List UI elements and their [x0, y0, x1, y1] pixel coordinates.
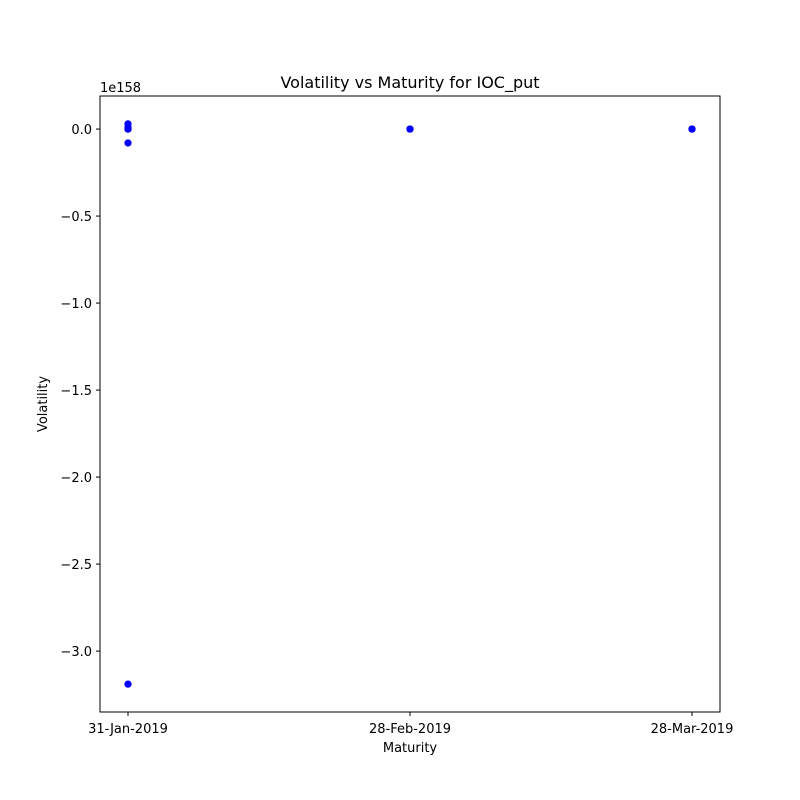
y-axis-label: Volatility [36, 376, 51, 432]
data-point [406, 125, 414, 133]
y-axis-offset-label: 1e158 [100, 81, 141, 96]
data-point [124, 139, 132, 147]
data-point [688, 125, 696, 133]
y-tick-label: −2.0 [60, 471, 92, 486]
x-axis: 31-Jan-2019 28-Feb-2019 28-Mar-2019 [88, 712, 733, 737]
y-tick-label: −1.0 [60, 297, 92, 312]
y-tick-label: −1.5 [60, 384, 92, 399]
data-point [124, 680, 132, 688]
x-tick-label: 28-Feb-2019 [369, 722, 451, 737]
y-tick-label: −2.5 [60, 558, 92, 573]
data-points [124, 120, 696, 688]
y-tick-label: −3.0 [60, 645, 92, 660]
data-point [124, 125, 132, 133]
x-tick-label: 31-Jan-2019 [88, 722, 168, 737]
y-tick-label: −0.5 [60, 210, 92, 225]
y-tick-label: 0.0 [71, 123, 92, 138]
plot-area-frame [99, 95, 721, 713]
chart-title: Volatility vs Maturity for IOC_put [280, 73, 539, 93]
x-tick-label: 28-Mar-2019 [651, 722, 734, 737]
x-axis-label: Maturity [383, 741, 438, 756]
y-axis: 0.0 −0.5 −1.0 −1.5 −2.0 −2.5 −3.0 [60, 123, 100, 660]
